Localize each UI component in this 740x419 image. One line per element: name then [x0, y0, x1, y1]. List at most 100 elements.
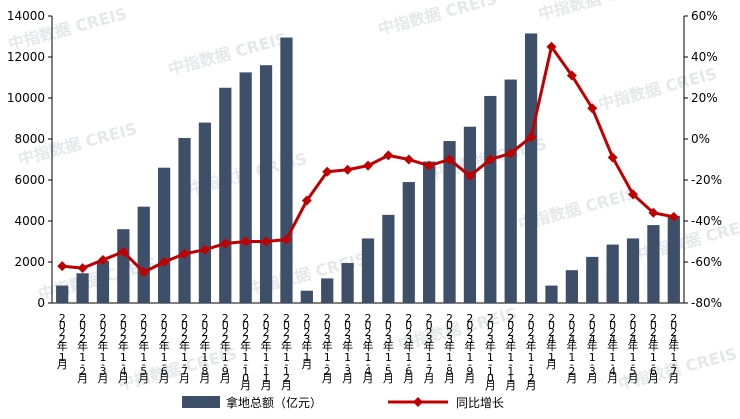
line-point	[57, 261, 68, 272]
line-point	[485, 154, 496, 165]
legend: 拿地总额（亿元） 同比增长	[182, 395, 504, 410]
bar	[423, 161, 436, 303]
line-point	[179, 248, 190, 259]
watermark-text: 中指数据 CREIS	[536, 0, 659, 24]
left-tick-label: 14000	[7, 9, 45, 23]
line-series	[57, 41, 679, 278]
x-tick-label: 2 0 2 2 年 1 -3 月	[97, 312, 108, 385]
bar	[504, 79, 517, 303]
bar	[586, 256, 599, 303]
line-point	[322, 166, 333, 177]
line-point	[138, 267, 149, 278]
x-tick-label: 2 0 2 4 年 1 -2 月	[566, 312, 577, 385]
bar	[321, 278, 334, 303]
x-tick-label: 2 0 2 3 年 1 -1 2 月	[526, 312, 537, 392]
x-tick-label: 2 0 2 2 年 1 -1 0 月	[240, 312, 251, 392]
x-tick-label: 2 0 2 2 年 1 -8 月	[199, 312, 210, 385]
x-tick-label: 2 0 2 3 年 1 -4 月	[363, 312, 374, 385]
x-tick-label: 2 0 2 2 年 1 -1 1 月	[261, 312, 272, 392]
line-point	[424, 160, 435, 171]
bar	[545, 285, 558, 303]
bar	[76, 273, 89, 303]
x-tick-label: 2 0 2 2 年 1 -7 月	[179, 312, 190, 385]
right-tick-label: 60%	[691, 9, 718, 23]
bar	[402, 182, 415, 303]
x-tick-label: 2 0 2 3 年 1 -6 月	[403, 312, 414, 385]
x-tick-label: 2 0 2 2 年 1 -6 月	[159, 312, 170, 385]
bar	[361, 238, 375, 303]
line-point	[546, 41, 557, 52]
x-tick-label: 2 0 2 2 年 1 -1 2 月	[281, 312, 292, 392]
bar	[606, 244, 619, 303]
bar	[463, 126, 477, 303]
bar	[239, 72, 252, 303]
x-tick-label: 2 0 2 4 年 1 -7 月	[668, 312, 679, 385]
bar	[178, 137, 191, 303]
right-tick-label: 20%	[691, 91, 718, 105]
line-point	[566, 70, 577, 81]
bar	[117, 229, 130, 303]
bar	[524, 33, 538, 304]
left-tick-label: 12000	[7, 50, 45, 64]
line-point	[403, 154, 414, 165]
left-tick-label: 2000	[14, 255, 45, 269]
legend-line-marker	[413, 397, 423, 407]
line-point	[342, 164, 353, 175]
watermark-text: 中指数据 CREIS	[396, 304, 519, 354]
bar	[137, 206, 150, 303]
line-point	[77, 263, 88, 274]
bar	[484, 95, 497, 303]
legend-bar-swatch	[182, 396, 220, 408]
watermark-text: 中指数据 CREIS	[596, 64, 719, 114]
line-point	[628, 189, 639, 200]
line-point	[648, 207, 659, 218]
x-tick-label: 2 0 2 3 年 1 -3 月	[342, 312, 353, 385]
bar	[382, 214, 395, 303]
x-tick-label: 2 0 2 3 年 1 -2 月	[322, 312, 333, 385]
x-tick-label: 2 0 2 2 年 1 -4 月	[118, 312, 129, 385]
right-tick-label: -20%	[691, 173, 722, 187]
left-tick-label: 10000	[7, 91, 45, 105]
x-tick-label: 2 0 2 2 年 1 -2 月	[77, 312, 88, 385]
axes: 0 2000 4000 6000 8000 10000 12000 14000 -80% -60%…	[7, 9, 722, 310]
x-tick-label: 2 0 2 4 年 1 -4 月	[607, 312, 618, 385]
line-point	[587, 103, 598, 114]
line-point	[220, 238, 231, 249]
x-tick-label: 2 0 2 4 年 1 -6 月	[648, 312, 659, 385]
right-tick-label: -40%	[691, 214, 722, 228]
line-point	[97, 254, 108, 265]
bar	[56, 285, 69, 303]
legend-bar-label: 拿地总额（亿元）	[226, 395, 322, 410]
line-point	[240, 236, 251, 247]
right-tick-label: 40%	[691, 50, 718, 64]
right-tick-label: -60%	[691, 255, 722, 269]
line-point	[159, 257, 170, 267]
line-point	[444, 154, 455, 165]
bar	[300, 290, 313, 303]
x-axis-labels: 2 0 2 2 年 1 月 2 0 2 2 年 1 -2 月 2 0 2 2 年 1 -3 月 2 0 2 2 年 1 -4 月 2 0 2 2 年 1…	[57, 312, 680, 392]
bar	[219, 87, 232, 303]
bar	[647, 225, 660, 303]
line-point	[464, 170, 475, 181]
legend-line-label: 同比增长	[456, 396, 504, 410]
x-tick-label: 2 0 2 3 年 1 -9 月	[464, 312, 475, 385]
x-tick-label: 2 0 2 4 年 1 -5 月	[628, 312, 639, 385]
line-point	[261, 236, 272, 247]
right-tick-label: 0%	[691, 132, 710, 146]
bar-series	[56, 33, 680, 304]
line-point	[118, 246, 129, 257]
line-point	[526, 131, 537, 142]
x-tick-label: 2 0 2 4 年 1 -3 月	[587, 312, 598, 385]
line-point	[505, 148, 516, 159]
right-tick-label: -80%	[691, 296, 722, 310]
x-tick-label: 2 0 2 2 年 1 -9 月	[220, 312, 231, 385]
watermark-text: 中指数据 CREIS	[376, 0, 499, 39]
x-tick-label: 2 0 2 3 年 1 -1 1 月	[505, 312, 516, 392]
line-point	[301, 195, 312, 206]
left-tick-label: 6000	[14, 173, 45, 187]
line-point	[363, 160, 373, 171]
bar	[443, 141, 456, 303]
